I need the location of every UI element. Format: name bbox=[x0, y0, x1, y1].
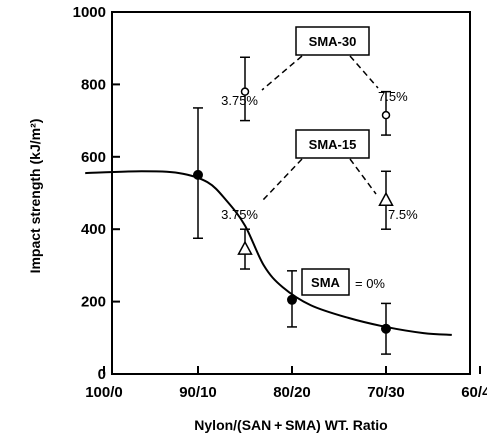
annotation-label: SMA-30 bbox=[309, 34, 357, 49]
data-point-filled-circle bbox=[287, 294, 297, 305]
series-layer bbox=[193, 56, 394, 355]
x-tick-label: 90/10 bbox=[179, 384, 217, 401]
annotation-leader bbox=[349, 55, 379, 89]
y-tick-label: 0 bbox=[98, 366, 106, 383]
y-tick-label: 600 bbox=[81, 149, 106, 166]
annotation-leader bbox=[261, 55, 303, 91]
annotation-right-percent: 7.5% bbox=[378, 89, 408, 104]
y-tick-label: 400 bbox=[81, 221, 106, 238]
annotation-leader bbox=[349, 158, 377, 195]
data-point-open-triangle bbox=[237, 240, 253, 255]
annotation-sma: SMA = 0% bbox=[301, 268, 385, 296]
annotation-left-percent: 3.75% bbox=[221, 93, 258, 108]
annotation-sma-15: SMA-15 3.75% 7.5% bbox=[221, 129, 418, 222]
data-point-filled-circle bbox=[381, 323, 391, 334]
data-point-filled-circle bbox=[193, 169, 203, 180]
annotation-leader bbox=[262, 158, 303, 201]
x-tick-label: 60/40 bbox=[461, 384, 487, 401]
trend-curve bbox=[85, 170, 452, 336]
y-axis-title: Impact strength (kJ/m²) bbox=[27, 119, 43, 274]
annotation-box bbox=[295, 26, 370, 56]
x-tick-label: 70/30 bbox=[367, 384, 405, 401]
y-tick-label: 1000 bbox=[73, 4, 106, 21]
annotation-right-percent: = 0% bbox=[355, 276, 385, 291]
annotation-label: SMA bbox=[311, 275, 341, 290]
annotation-left-percent: 3.75% bbox=[221, 207, 258, 222]
annotation-box bbox=[295, 129, 370, 159]
annotation-box bbox=[301, 268, 350, 296]
data-point-open-circle bbox=[240, 87, 250, 96]
annotation-layer: SMA-30 3.75% 7.5% SMA-15 3.75% 7.5% SMA = 0% bbox=[221, 26, 418, 296]
y-tick-label: 800 bbox=[81, 76, 106, 93]
annotation-label: SMA-15 bbox=[309, 137, 357, 152]
x-axis-title: Nylon/(SAN + SMA) WT. Ratio bbox=[194, 417, 387, 433]
x-tick-label: 80/20 bbox=[273, 384, 311, 401]
annotation-right-percent: 7.5% bbox=[388, 207, 418, 222]
x-tick-label: 100/0 bbox=[85, 384, 123, 401]
annotation-dash-layer bbox=[261, 55, 379, 201]
data-point-open-circle bbox=[381, 110, 391, 120]
data-point-open-triangle bbox=[378, 191, 394, 206]
x-axis: 100/0 90/10 80/20 70/30 60/40 bbox=[85, 366, 487, 401]
y-tick-label: 200 bbox=[81, 294, 106, 311]
annotation-sma-30: SMA-30 3.75% 7.5% bbox=[221, 26, 408, 108]
trend-curve-layer bbox=[85, 170, 452, 336]
y-axis: 0 200 400 600 800 1000 bbox=[73, 4, 120, 383]
